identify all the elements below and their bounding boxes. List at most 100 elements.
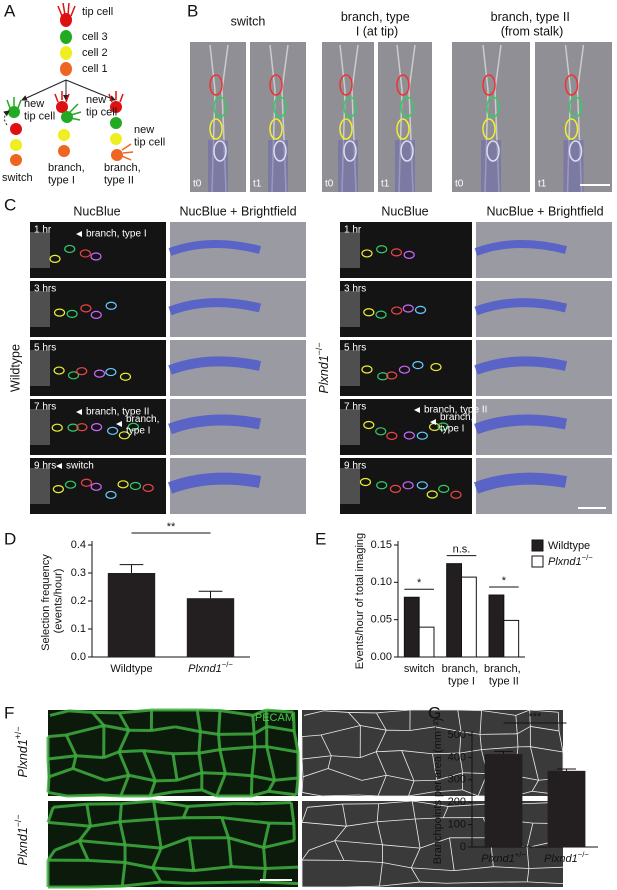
vessel xyxy=(152,800,158,820)
glow xyxy=(340,291,360,327)
nucleus-outline xyxy=(269,118,283,140)
arrowhead xyxy=(76,409,82,415)
skeleton-line xyxy=(348,712,361,726)
vessel xyxy=(221,816,270,825)
skeleton-line xyxy=(411,867,455,872)
vessel xyxy=(289,802,296,824)
skeleton-line xyxy=(419,881,447,884)
vessel xyxy=(219,745,255,752)
vessel xyxy=(119,774,131,797)
nucleus xyxy=(389,484,402,493)
nucleus xyxy=(430,362,442,372)
nuclei-overlay xyxy=(395,140,415,192)
nucleus xyxy=(93,369,106,378)
vessel xyxy=(253,725,268,736)
nucleus xyxy=(402,481,414,490)
brightfield-image xyxy=(476,222,612,278)
vessel xyxy=(142,750,157,782)
vessel xyxy=(218,732,255,736)
arrowhead xyxy=(116,421,122,427)
vessel xyxy=(152,866,194,873)
vessel xyxy=(264,709,269,727)
nucleus xyxy=(376,245,388,254)
vessel xyxy=(201,771,226,776)
skeleton-line xyxy=(529,709,559,713)
time-label: 3 hrs xyxy=(34,284,56,295)
y-tick-label: 0.0 xyxy=(71,651,86,663)
glow xyxy=(30,409,50,445)
skeleton-line xyxy=(301,821,347,827)
vessel-sprout xyxy=(168,298,262,316)
vessel xyxy=(201,788,218,798)
skeleton-line xyxy=(301,849,310,861)
skeleton-line xyxy=(382,844,421,849)
vessel-sprout xyxy=(474,240,568,256)
nucblue-image xyxy=(30,222,166,278)
vessel xyxy=(72,767,106,782)
arrowhead xyxy=(414,407,420,413)
skeleton-line xyxy=(379,862,383,887)
vessel xyxy=(117,729,131,753)
frame-label: t1 xyxy=(381,179,390,190)
new-tip-label: new tip cell xyxy=(134,124,165,149)
skeleton-line xyxy=(321,794,359,797)
vessel xyxy=(68,709,93,714)
skeleton-line xyxy=(375,730,387,752)
event-label: switch xyxy=(66,461,94,472)
skeleton-line xyxy=(334,840,345,861)
vessel xyxy=(249,775,254,797)
glow xyxy=(340,468,360,504)
skeleton-line xyxy=(377,818,416,823)
panel-label: E xyxy=(315,529,326,548)
skeleton-line xyxy=(410,867,421,883)
vessel xyxy=(220,817,230,839)
skeleton-line xyxy=(446,881,493,884)
vessel xyxy=(172,751,199,756)
outcome-label: switch xyxy=(2,172,33,184)
nucleus xyxy=(403,431,415,440)
skeleton-line xyxy=(432,753,438,781)
vessel xyxy=(193,865,232,873)
glow xyxy=(340,350,360,386)
nucleus-outline xyxy=(273,96,287,118)
bar xyxy=(461,576,477,658)
vessel xyxy=(75,754,104,760)
vessel xyxy=(197,752,204,773)
skeleton-line xyxy=(320,725,361,736)
y-tick-label: 0.1 xyxy=(71,623,86,635)
vessel xyxy=(174,725,201,734)
bar xyxy=(446,563,462,658)
skeleton-line xyxy=(401,750,433,755)
nucleus-outline xyxy=(568,96,583,118)
skeleton-line xyxy=(376,709,411,714)
skeleton-line xyxy=(302,768,329,778)
cell-label: cell 1 xyxy=(82,63,108,75)
skeleton-line xyxy=(360,751,377,759)
cell-label: cell 3 xyxy=(82,31,108,43)
glow xyxy=(340,409,360,445)
skeleton-line xyxy=(382,862,412,869)
vessel xyxy=(171,753,179,781)
nucleus xyxy=(375,427,387,436)
vessel xyxy=(105,773,130,782)
vessel xyxy=(160,880,187,885)
nucleus xyxy=(386,431,398,441)
nucleus xyxy=(437,422,449,431)
skeleton-line xyxy=(301,776,304,793)
vessel xyxy=(251,774,275,782)
skeleton-line xyxy=(457,709,462,732)
vessel xyxy=(250,789,269,798)
timelapse-grid: 1 hr 3 hrs 5 hrs 7 hrs 9 hrs 1 hr 3 hrs 5 hrs 7 … xyxy=(30,222,612,514)
event-label: branch, type II xyxy=(86,407,149,418)
skeleton-line xyxy=(331,755,361,759)
vessel xyxy=(47,790,68,798)
vessel xyxy=(195,709,202,733)
skeleton-line xyxy=(527,881,564,885)
nucblue-image xyxy=(340,399,472,455)
nucleus-outline xyxy=(400,140,414,162)
column-header: switch xyxy=(231,14,266,28)
stain-label: PECAM xyxy=(255,712,294,724)
skeleton-line xyxy=(323,710,349,713)
